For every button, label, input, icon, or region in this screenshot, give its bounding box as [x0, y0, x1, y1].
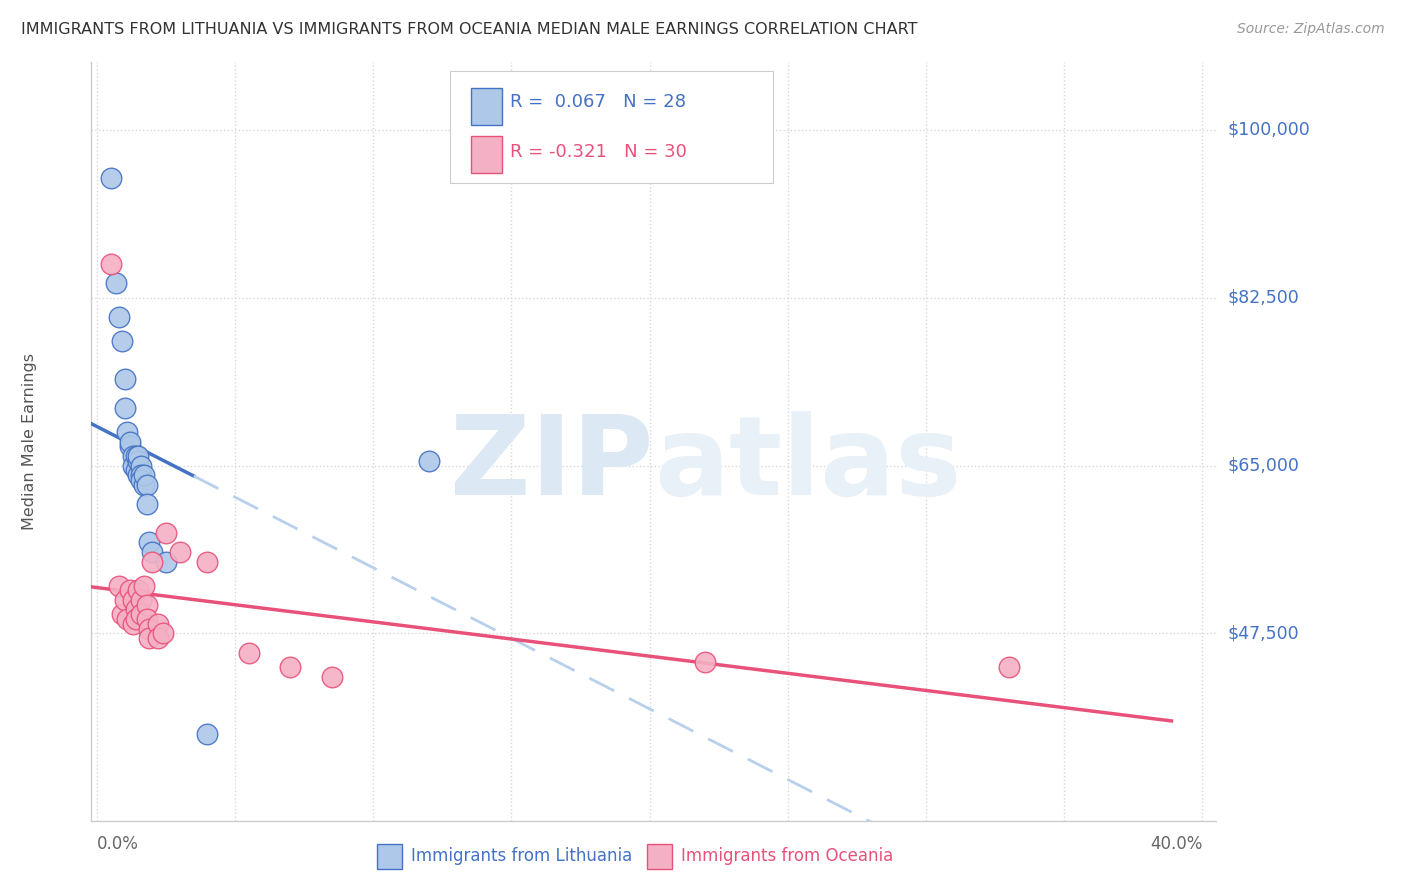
Point [418, 454, 440, 468]
Point [124, 612, 146, 626]
Point [169, 545, 191, 559]
Point [127, 468, 149, 483]
Text: $65,000: $65,000 [1227, 457, 1299, 475]
Point [100, 170, 122, 185]
Point [155, 554, 177, 568]
Point [998, 660, 1021, 674]
Point [132, 477, 155, 491]
Point [121, 616, 143, 631]
Point [135, 598, 157, 612]
Point [127, 583, 149, 598]
Point [127, 454, 149, 468]
Point [129, 458, 152, 473]
Point [105, 276, 128, 290]
Point [114, 372, 136, 386]
Point [108, 310, 131, 324]
Point [124, 449, 146, 463]
Point [132, 468, 155, 483]
Point [197, 554, 219, 568]
Text: $100,000: $100,000 [1227, 120, 1310, 138]
Text: 40.0%: 40.0% [1150, 835, 1202, 853]
Point [152, 626, 174, 640]
Point [111, 334, 134, 348]
Point [124, 463, 146, 477]
Point [197, 727, 219, 741]
Point [127, 449, 149, 463]
Text: R =  0.067   N = 28: R = 0.067 N = 28 [510, 94, 686, 112]
Point [135, 477, 157, 491]
Point [114, 593, 136, 607]
Text: $82,500: $82,500 [1227, 289, 1299, 307]
Point [135, 497, 157, 511]
Text: atlas: atlas [654, 411, 962, 517]
Point [129, 607, 152, 622]
Point [155, 525, 177, 540]
Text: R = -0.321   N = 30: R = -0.321 N = 30 [510, 143, 688, 161]
Text: 0.0%: 0.0% [97, 835, 139, 853]
Point [146, 616, 169, 631]
Point [124, 602, 146, 616]
Point [141, 554, 163, 568]
Text: Immigrants from Lithuania: Immigrants from Lithuania [411, 847, 631, 865]
Point [132, 578, 155, 592]
Point [280, 660, 302, 674]
Point [117, 612, 139, 626]
Point [117, 425, 139, 439]
Point [138, 535, 160, 549]
Point [121, 593, 143, 607]
Point [138, 622, 160, 636]
Point [129, 473, 152, 487]
Text: IMMIGRANTS FROM LITHUANIA VS IMMIGRANTS FROM OCEANIA MEDIAN MALE EARNINGS CORREL: IMMIGRANTS FROM LITHUANIA VS IMMIGRANTS … [21, 22, 918, 37]
Point [114, 401, 136, 415]
Point [146, 632, 169, 646]
Point [121, 458, 143, 473]
Point [100, 257, 122, 271]
Text: Source: ZipAtlas.com: Source: ZipAtlas.com [1237, 22, 1385, 37]
Point [111, 607, 134, 622]
Point [138, 632, 160, 646]
Point [238, 646, 260, 660]
Point [120, 583, 142, 598]
Point [135, 612, 157, 626]
Point [108, 578, 131, 592]
Text: ZIP: ZIP [450, 411, 654, 517]
Point [129, 593, 152, 607]
Text: $47,500: $47,500 [1227, 624, 1299, 642]
Point [693, 655, 716, 669]
Point [121, 449, 143, 463]
Text: Median Male Earnings: Median Male Earnings [22, 353, 37, 530]
Point [321, 670, 343, 684]
Point [141, 545, 163, 559]
Point [120, 439, 142, 453]
Text: Immigrants from Oceania: Immigrants from Oceania [681, 847, 893, 865]
Point [129, 468, 152, 483]
Point [120, 434, 142, 449]
